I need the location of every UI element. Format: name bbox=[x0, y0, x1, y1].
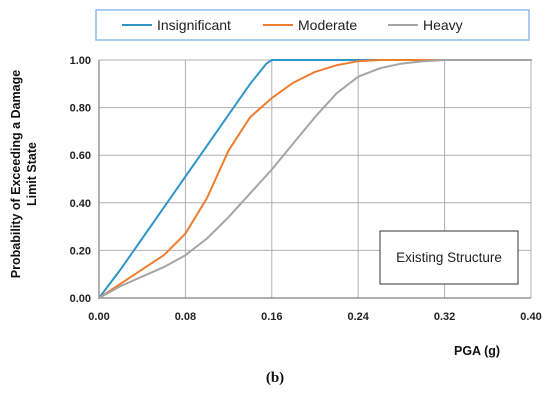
y-axis-title-line: Probability of Exceeding a Damage bbox=[9, 70, 23, 278]
x-axis-ticks: 0.00 0.08 0.16 0.24 0.32 0.40 bbox=[88, 311, 541, 323]
annotation-text: Existing Structure bbox=[396, 250, 502, 265]
y-tick-label: 1.00 bbox=[70, 55, 91, 67]
series-line-moderate bbox=[98, 59, 532, 299]
figure-caption: (b) bbox=[0, 370, 550, 387]
legend-box bbox=[95, 9, 530, 41]
x-tick-label: 0.40 bbox=[520, 311, 541, 323]
y-tick-label: 0.60 bbox=[70, 150, 91, 162]
y-tick-label: 0.80 bbox=[70, 103, 91, 115]
annotation-box: Existing Structure bbox=[379, 230, 519, 285]
series-line-insignificant bbox=[98, 59, 532, 299]
legend-label: Insignificant bbox=[157, 17, 231, 33]
caption-label: (b) bbox=[265, 370, 285, 386]
x-tick-label: 0.08 bbox=[175, 311, 196, 323]
legend: Insignificant Moderate Heavy bbox=[95, 9, 530, 41]
series-line-heavy bbox=[98, 59, 532, 299]
legend-label: Heavy bbox=[423, 17, 463, 33]
y-axis-ticks: 0.00 0.20 0.40 0.60 0.80 1.00 bbox=[70, 55, 91, 305]
y-axis-title-line: Limit State bbox=[25, 142, 39, 206]
x-axis-title: PGA (g) bbox=[454, 344, 500, 358]
x-tick-label: 0.24 bbox=[347, 311, 369, 323]
x-tick-label: 0.32 bbox=[434, 311, 455, 323]
y-tick-label: 0.40 bbox=[70, 198, 91, 210]
series-lines bbox=[98, 59, 532, 299]
legend-label: Moderate bbox=[298, 17, 357, 33]
y-tick-label: 0.20 bbox=[70, 245, 91, 257]
x-tick-label: 0.16 bbox=[261, 311, 282, 323]
x-tick-label: 0.00 bbox=[88, 311, 109, 323]
y-tick-label: 0.00 bbox=[70, 293, 91, 305]
